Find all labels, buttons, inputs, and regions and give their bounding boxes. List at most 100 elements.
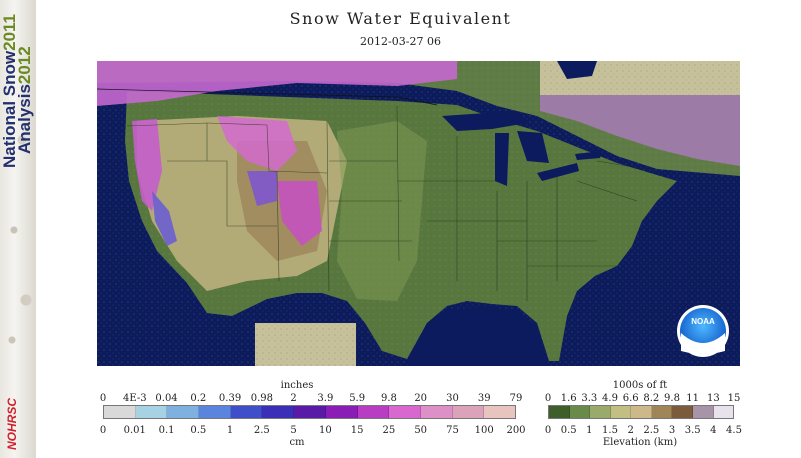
tick-label: 0.98 — [250, 393, 273, 404]
tick-label: 4.9 — [602, 393, 618, 404]
swe-swatch — [484, 406, 515, 418]
elev-swatch — [631, 406, 652, 418]
gulf-of-mexico — [407, 307, 549, 366]
inches-ticks: 0 4E-3 0.04 0.2 0.39 0.98 2 3.9 5.9 9.8 20 30 39 79 — [0, 393, 801, 405]
tick-label: 8.2 — [643, 393, 660, 404]
elev-swatch — [569, 406, 591, 418]
snow-wyoming — [247, 171, 277, 206]
nohrsc-logo-text: NOHRSC — [5, 397, 19, 450]
elev-color-bar — [548, 405, 734, 419]
tick-label: 9.8 — [380, 393, 397, 404]
tick-label: 3.9 — [317, 393, 334, 404]
country-border — [97, 88, 438, 106]
tick-label: 200 — [506, 425, 526, 436]
tick-label: 5 — [290, 425, 297, 436]
tick-label: 2.5 — [643, 425, 660, 436]
swe-color-bar — [103, 405, 516, 419]
elev-swatch — [549, 406, 570, 418]
elev-unit-top: 1000s of ft — [612, 380, 668, 391]
tick-label: 0.04 — [155, 393, 178, 404]
state-borders — [126, 105, 658, 301]
tick-label: 2 — [290, 393, 297, 404]
tick-label: 3.5 — [684, 425, 701, 436]
tick-label: 10 — [319, 425, 332, 436]
tick-label: 75 — [446, 425, 459, 436]
swe-swatch — [104, 406, 136, 418]
lake-superior — [442, 111, 527, 131]
tick-label: 3 — [668, 425, 676, 436]
tick-label: 2 — [627, 425, 634, 436]
snow-texture — [0, 0, 36, 458]
tick-label: 0 — [99, 425, 107, 436]
tick-label: 100 — [474, 425, 494, 436]
tick-label: 5.9 — [349, 393, 366, 404]
tick-label: 6.6 — [622, 393, 639, 404]
great-plains — [337, 121, 427, 301]
snow-map: NOAA — [97, 61, 740, 366]
title-line-2: Analysis — [15, 84, 34, 154]
tick-label: 0.1 — [158, 425, 175, 436]
ft-ticks: 0 1.6 3.3 4.9 6.6 8.2 9.8 11 13 15 — [0, 393, 801, 405]
swe-swatch — [357, 406, 390, 418]
swe-unit-bottom: cm — [289, 437, 305, 448]
map-title: Snow Water Equivalent — [289, 9, 512, 28]
tick-label: 0 — [544, 393, 552, 404]
swe-swatch — [262, 406, 295, 418]
tick-label: 20 — [414, 393, 428, 404]
tick-label: 0 — [544, 425, 552, 436]
snow-idaho-montana — [217, 116, 297, 171]
swe-swatch — [199, 406, 231, 418]
swe-unit-top: inches — [280, 380, 314, 391]
tick-label: 1.5 — [602, 425, 618, 436]
lake-huron — [517, 131, 549, 163]
elev-swatch — [672, 406, 693, 418]
lake-erie — [537, 163, 579, 181]
snow-sierra — [152, 191, 177, 246]
elev-swatch — [590, 406, 611, 418]
elev-swatch — [713, 406, 734, 418]
tick-label: 1 — [586, 425, 593, 436]
tick-label: 3.3 — [581, 393, 598, 404]
tick-label: 15 — [350, 425, 364, 436]
tick-label: 1.6 — [560, 393, 577, 404]
tick-label: 0.5 — [560, 425, 577, 436]
snow-canada-east — [540, 95, 740, 166]
lake-ontario — [575, 151, 602, 160]
tick-label: 4E-3 — [122, 393, 147, 404]
tick-label: 4 — [710, 425, 717, 436]
tick-label: 0.2 — [190, 393, 207, 404]
tick-label: 39 — [477, 393, 491, 404]
tick-label: 1 — [226, 425, 234, 436]
swe-swatch — [135, 406, 168, 418]
swe-swatch — [452, 406, 485, 418]
tick-label: 11 — [686, 393, 700, 404]
snow-canada — [97, 61, 457, 106]
sidebar-banner: National Snow2011 Analysis2012 NOHRSC — [0, 0, 36, 458]
swe-swatch — [420, 406, 453, 418]
title-year-2: 2012 — [15, 46, 34, 85]
noaa-logo: NOAA — [677, 305, 729, 357]
tick-label: 25 — [382, 425, 396, 436]
tick-label: 30 — [446, 393, 459, 404]
tick-label: 0.5 — [190, 425, 207, 436]
tick-label: 15 — [727, 393, 741, 404]
tick-label: 9.8 — [664, 393, 680, 404]
swe-swatch — [294, 406, 326, 418]
tick-label: 50 — [414, 425, 428, 436]
swe-swatch — [230, 406, 263, 418]
lake-michigan — [495, 133, 509, 186]
elev-swatch — [610, 406, 632, 418]
tick-label: 0.39 — [218, 393, 242, 404]
elev-swatch — [651, 406, 673, 418]
km-ticks: 0 0.5 1 1.5 2 2.5 3 3.5 4 4.5 — [0, 425, 801, 437]
tick-label: 13 — [706, 393, 720, 404]
tick-label: 4.5 — [726, 425, 742, 436]
swe-swatch — [167, 406, 200, 418]
swe-swatch — [325, 406, 358, 418]
swe-swatch — [389, 406, 421, 418]
tick-label: 2.5 — [253, 425, 270, 436]
snow-cascades — [132, 119, 162, 211]
tick-label: 0 — [99, 393, 107, 404]
tick-label: 79 — [509, 393, 523, 404]
snow-colorado — [277, 181, 322, 246]
